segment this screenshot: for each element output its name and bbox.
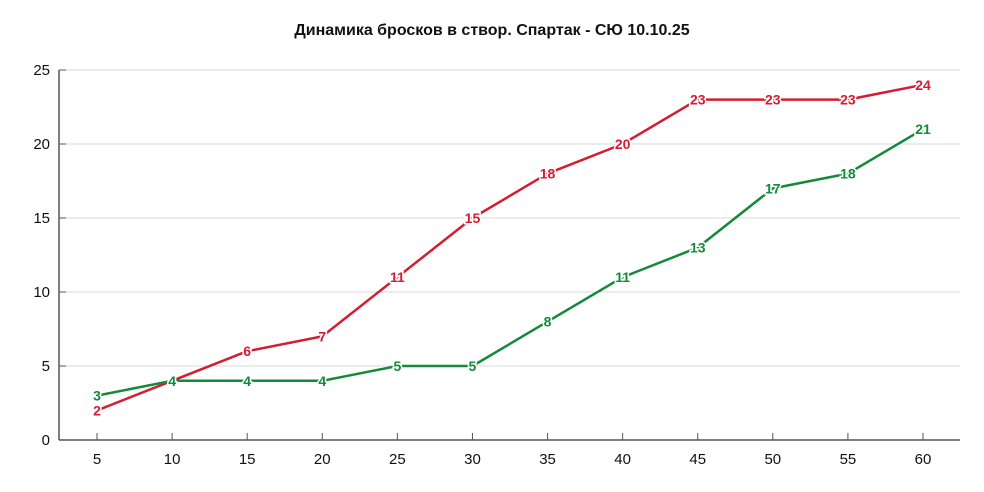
x-tick-label: 25 [389,451,406,468]
data-label: 4 [168,373,176,389]
y-tick-label: 0 [42,432,50,449]
x-tick-label: 15 [239,451,256,468]
data-label: 11 [390,269,405,285]
data-label: 11 [615,269,630,285]
axes [58,70,960,441]
data-label: 15 [465,210,481,226]
data-label: 23 [840,92,856,108]
gridlines [59,69,960,367]
data-label: 2 [93,402,101,418]
x-tick-label: 10 [164,451,181,468]
x-tick-label: 55 [840,451,857,468]
data-label: 21 [915,121,931,137]
data-label: 6 [243,343,251,359]
data-label: 24 [915,77,931,93]
data-label: 23 [690,92,706,108]
data-label: 18 [840,166,856,182]
data-label: 5 [469,358,477,374]
y-tick-label: 25 [33,62,50,79]
x-tick-label: 40 [614,451,631,468]
data-label: 13 [690,240,706,256]
x-tick-label: 60 [915,451,932,468]
y-tick-label: 15 [33,210,50,227]
x-tick-label: 45 [689,451,706,468]
y-tick-label: 10 [33,284,50,301]
data-label: 4 [243,373,251,389]
series-line-red [96,83,924,412]
data-label: 18 [540,166,556,182]
y-axis-ticks: 0 5 10 15 20 25 [33,62,66,449]
data-label: 7 [318,328,326,344]
data-label: 3 [93,388,101,404]
data-label: 23 [765,92,781,108]
data-label: 8 [544,314,552,330]
y-tick-label: 5 [42,358,50,375]
series-line-green [96,128,924,397]
data-label: 4 [168,373,176,389]
chart-title: Динамика бросков в створ. Спартак - СЮ 1… [294,22,690,39]
x-tick-label: 5 [93,451,101,468]
x-axis-ticks: 5 10 15 20 25 30 35 40 45 50 55 60 [93,433,932,468]
x-tick-label: 35 [539,451,556,468]
x-tick-label: 20 [314,451,331,468]
x-tick-label: 30 [464,451,481,468]
y-tick-label: 20 [33,136,50,153]
data-label: 17 [765,180,781,196]
data-label: 5 [393,358,401,374]
data-label: 20 [615,136,631,152]
x-tick-label: 50 [764,451,781,468]
data-label: 4 [318,373,326,389]
